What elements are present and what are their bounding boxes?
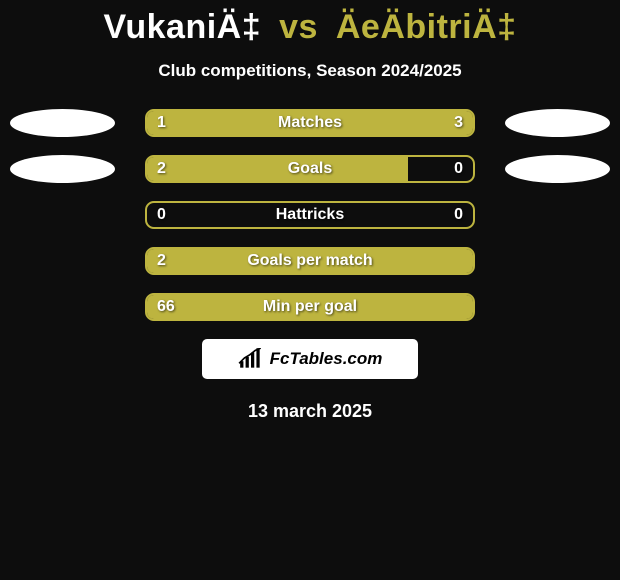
bar-fill-left — [147, 157, 408, 181]
bars-container: 13Matches20Goals00Hattricks2Goals per ma… — [0, 109, 620, 321]
stat-row: 66Min per goal — [0, 293, 620, 321]
left-value: 2 — [157, 157, 166, 181]
stat-bar: 2Goals per match — [145, 247, 475, 275]
left-value: 2 — [157, 249, 166, 273]
player2-name: ÄeÄbitriÄ‡ — [336, 8, 517, 46]
stat-bar: 13Matches — [145, 109, 475, 137]
stat-bar: 20Goals — [145, 155, 475, 183]
stat-bar: 0 0Hattricks — [145, 201, 475, 229]
stat-label: Hattricks — [147, 203, 473, 227]
badge-text: FcTables.com — [270, 349, 383, 369]
stat-row: 0 0Hattricks — [0, 201, 620, 229]
right-oval — [505, 155, 610, 183]
stat-row: 20Goals — [0, 155, 620, 183]
comparison-infographic: VukaniÄ‡ vs ÄeÄbitriÄ‡ Club competitions… — [0, 0, 620, 422]
stat-row: 2Goals per match — [0, 247, 620, 275]
bar-fill-left — [147, 295, 473, 319]
left-value: 0 — [157, 203, 166, 227]
fctables-badge: FcTables.com — [202, 339, 418, 379]
right-value: 0 — [454, 157, 463, 181]
subtitle: Club competitions, Season 2024/2025 — [0, 61, 620, 81]
player1-name: VukaniÄ‡ — [103, 8, 261, 46]
right-oval — [505, 109, 610, 137]
right-value: 0 — [454, 203, 463, 227]
left-value: 1 — [157, 111, 166, 135]
left-oval — [10, 109, 115, 137]
right-value: 3 — [454, 111, 463, 135]
chart-icon — [238, 348, 264, 370]
stat-bar: 66Min per goal — [145, 293, 475, 321]
page-title: VukaniÄ‡ vs ÄeÄbitriÄ‡ — [0, 8, 620, 47]
left-oval — [10, 155, 115, 183]
bar-fill-left — [147, 111, 473, 135]
bar-fill-left — [147, 249, 473, 273]
vs-label: vs — [271, 8, 326, 46]
left-value: 66 — [157, 295, 175, 319]
stat-row: 13Matches — [0, 109, 620, 137]
date-label: 13 march 2025 — [0, 401, 620, 422]
